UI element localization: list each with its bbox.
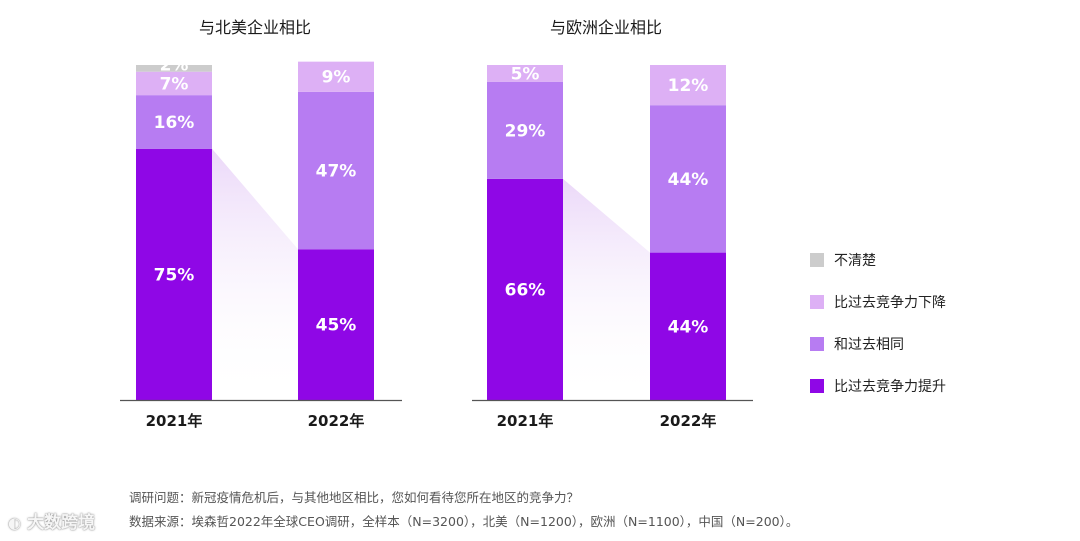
legend-label-3: 和过去相同 (834, 337, 904, 353)
chart-1-bar-1-improve (136, 148, 212, 400)
survey-question-note: 调研问题：新冠疫情危机后，与其他地区相比，您如何看待您所在地区的竞争力？ (129, 490, 580, 505)
chart-2-bar-2-decline (650, 65, 726, 106)
chart-2-label-2-decline: 12% (668, 76, 709, 96)
watermark-logo-icon: ◐ (8, 514, 22, 532)
chart-1-year-2: 2022年 (308, 412, 365, 430)
chart-1-label-1-same: 16% (154, 113, 195, 133)
chart-2-label-1-decline: 5% (511, 64, 540, 84)
chart-1-connector (212, 148, 298, 400)
chart-2-year-2: 2022年 (660, 412, 717, 430)
chart-1-title: 与北美企业相比 (199, 18, 311, 37)
chart-1-bar-2-improve (298, 249, 374, 400)
chart-2-bar-1-decline (487, 65, 563, 82)
chart-2-label-2-improve: 44% (668, 317, 709, 337)
chart-1-label-1-decline: 7% (160, 74, 189, 94)
chart-2-connector (563, 178, 650, 400)
chart-1-bar-2-same (298, 91, 374, 250)
data-source-note: 数据来源：埃森哲2022年全球CEO调研，全样本（N=3200），北美（N=12… (129, 514, 799, 529)
chart-1-bar-2-decline (298, 61, 374, 92)
watermark: ◐ 大数跨境 (8, 508, 95, 533)
chart-2-bar-2-improve (650, 252, 726, 400)
chart-2-bar-2-same (650, 105, 726, 253)
legend-label-2: 比过去竞争力下降 (834, 294, 946, 311)
legend-swatch-2 (810, 295, 824, 309)
watermark-text: 大数跨境 (27, 513, 96, 533)
chart-1-bar-1-same (136, 95, 212, 149)
legend-swatch-3 (810, 337, 824, 351)
chart-1-label-2-improve: 45% (316, 316, 357, 336)
chart-1-bar-1-unclear (136, 65, 212, 72)
chart-2-label-2-same: 44% (668, 170, 709, 190)
chart-2-title: 与欧洲企业相比 (550, 18, 662, 37)
chart-2-label-1-same: 29% (505, 121, 546, 141)
legend-swatch-1 (810, 253, 824, 267)
chart-1-label-1-improve: 75% (154, 265, 195, 285)
legend-label-1: 不清楚 (834, 253, 876, 269)
chart-1-label-2-same: 47% (316, 162, 357, 182)
chart-2-year-1: 2021年 (497, 412, 554, 430)
chart-1-bar-1-decline (136, 71, 212, 96)
legend-swatch-4 (810, 379, 824, 393)
chart-1-year-1: 2021年 (146, 412, 203, 430)
chart-1-label-1-unclear: 2% (160, 55, 189, 75)
chart-1-label-2-decline: 9% (322, 68, 351, 88)
chart-2-bar-1-same (487, 81, 563, 179)
chart-2-label-1-improve: 66% (505, 280, 546, 300)
chart-2-bar-1-improve (487, 178, 563, 400)
legend-label-4: 比过去竞争力提升 (834, 378, 946, 395)
